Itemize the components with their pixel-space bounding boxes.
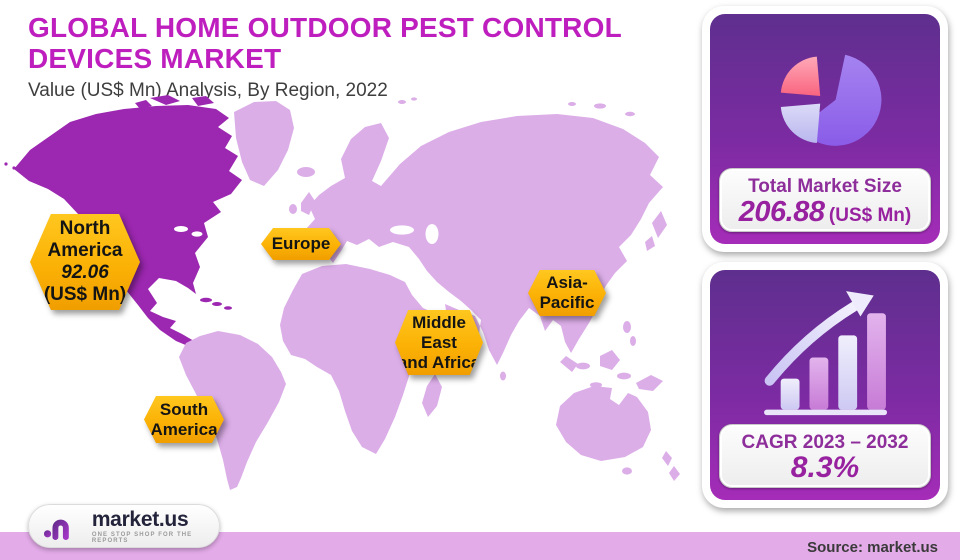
total-market-size-box: Total Market Size 206.88 (US$ Mn) xyxy=(719,168,931,232)
label-north-america-line1: North xyxy=(59,218,111,239)
cagr-label: CAGR 2023 – 2032 xyxy=(741,432,909,453)
label-north-america-value: 92.06 xyxy=(61,262,109,283)
label-south-america-line2: America xyxy=(150,419,218,439)
cagr-box: CAGR 2023 – 2032 8.3% xyxy=(719,424,931,488)
title-line-2: DEVICES MARKET xyxy=(28,43,282,74)
source-note: Source: market.us xyxy=(807,539,938,556)
total-market-size-value: 206.88 xyxy=(738,196,825,228)
label-middle-east-africa-line3: and Africa xyxy=(397,352,481,372)
label-north-america: North America 92.06 (US$ Mn) xyxy=(30,214,140,310)
label-south-america-line1: South xyxy=(159,399,209,419)
label-north-america-unit: (US$ Mn) xyxy=(43,284,127,305)
brand-logo-icon xyxy=(43,515,84,541)
pie-chart-icon xyxy=(780,54,882,146)
label-europe-line1: Europe xyxy=(271,234,331,253)
lake-cutout xyxy=(174,226,188,232)
label-asia-pacific: Asia- Pacific xyxy=(528,270,606,316)
label-asia-pacific-line2: Pacific xyxy=(539,293,595,312)
brand-tagline: ONE STOP SHOP FOR THE REPORTS xyxy=(91,531,193,544)
cagr-card: CAGR 2023 – 2032 8.3% xyxy=(702,262,948,508)
total-market-size-unit: (US$ Mn) xyxy=(828,205,912,226)
title-line-1: GLOBAL HOME OUTDOOR PEST CONTROL xyxy=(28,12,622,43)
total-market-size-label: Total Market Size xyxy=(748,176,902,197)
page-title: GLOBAL HOME OUTDOOR PEST CONTROL DEVICES… xyxy=(28,12,668,74)
lake-cutout xyxy=(191,231,203,237)
region-north-america-shape xyxy=(4,95,242,346)
brand-name: market.us xyxy=(91,507,189,531)
label-south-america: South America xyxy=(144,396,224,443)
sea-cutout xyxy=(425,224,439,244)
label-middle-east-africa-line2: East xyxy=(421,332,457,352)
label-middle-east-africa: Middle East and Africa xyxy=(395,310,483,375)
world-map xyxy=(4,95,680,490)
growth-bar-chart-icon xyxy=(764,291,888,416)
brand-logo: market.us ONE STOP SHOP FOR THE REPORTS xyxy=(28,504,220,548)
total-market-size-card: Total Market Size 206.88 (US$ Mn) xyxy=(702,6,948,252)
label-asia-pacific-line1: Asia- xyxy=(546,273,588,292)
sea-cutout xyxy=(390,225,414,235)
page-subtitle: Value (US$ Mn) Analysis, By Region, 2022 xyxy=(28,80,388,101)
cagr-value: 8.3% xyxy=(790,451,860,484)
label-middle-east-africa-line1: Middle xyxy=(412,312,466,332)
label-europe: Europe xyxy=(261,228,341,260)
label-north-america-line2: America xyxy=(47,240,123,261)
